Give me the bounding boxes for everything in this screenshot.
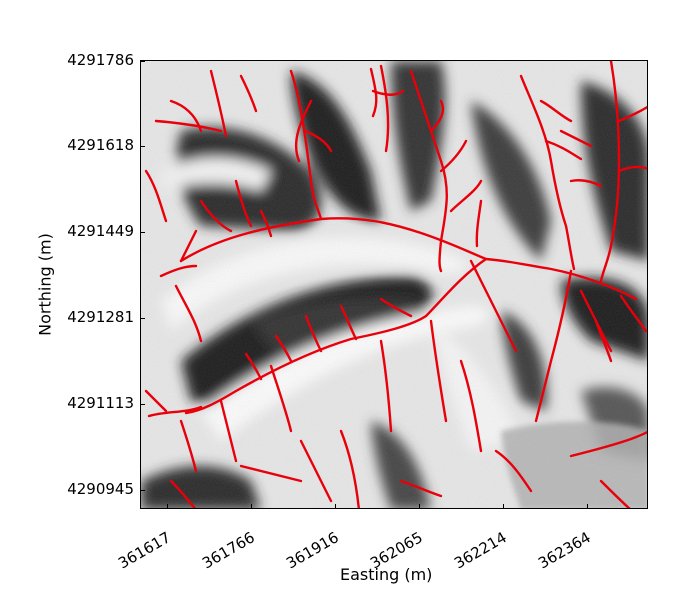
- hillshade-map: [141, 61, 647, 508]
- channel: [184, 257, 488, 415]
- channel: [534, 269, 573, 423]
- channel: [617, 165, 647, 173]
- channel: [169, 99, 203, 133]
- channel: [439, 139, 468, 173]
- channel: [174, 284, 203, 343]
- channel: [459, 359, 483, 453]
- y-tick-label: 4291281: [67, 308, 134, 326]
- y-axis-label: Northing (m): [35, 233, 55, 336]
- channel: [599, 61, 621, 283]
- channel: [304, 314, 323, 353]
- channel: [379, 339, 393, 433]
- channel: [144, 389, 168, 413]
- channel: [569, 179, 603, 188]
- channel: [147, 405, 203, 418]
- y-tick-label: 4291618: [67, 136, 134, 154]
- channel: [244, 352, 263, 381]
- channel: [469, 259, 518, 353]
- channel: [539, 99, 573, 123]
- channel: [619, 294, 647, 333]
- x-tick-label: 362214: [451, 528, 510, 573]
- channel: [179, 229, 198, 263]
- channel: [599, 479, 631, 508]
- drainage-network: [144, 61, 647, 508]
- channel: [475, 199, 483, 248]
- channel: [339, 429, 360, 508]
- channel: [519, 74, 576, 271]
- channel: [369, 67, 378, 118]
- channel: [179, 419, 198, 473]
- channel: [429, 319, 448, 423]
- channel: [379, 297, 413, 318]
- channel: [594, 319, 613, 363]
- channel: [144, 169, 168, 223]
- y-tick-label: 4291786: [67, 51, 134, 69]
- channel: [209, 69, 228, 138]
- channel: [569, 430, 647, 458]
- x-tick-label: 361916: [283, 528, 342, 573]
- channel: [239, 74, 258, 113]
- y-tick-label: 4290945: [67, 480, 134, 498]
- channel: [234, 179, 253, 228]
- x-tick-label: 362364: [535, 528, 594, 573]
- channel: [494, 449, 533, 493]
- y-tick-label: 4291449: [67, 222, 134, 240]
- channel: [219, 399, 238, 463]
- channel: [304, 129, 333, 153]
- x-axis-label: Easting (m): [340, 565, 433, 584]
- channel: [154, 119, 223, 133]
- channel: [299, 439, 333, 503]
- x-tick-label: 361617: [115, 528, 174, 573]
- channel: [559, 129, 593, 148]
- main-channel: [179, 217, 638, 301]
- channel: [339, 304, 358, 341]
- map-plot-area: [140, 60, 648, 509]
- channel: [274, 334, 293, 363]
- channel: [199, 199, 233, 233]
- channel: [259, 209, 273, 238]
- channel: [449, 179, 483, 213]
- channel: [239, 464, 303, 483]
- channel: [371, 89, 405, 96]
- channel: [399, 479, 443, 498]
- channel: [269, 364, 293, 433]
- channel: [379, 64, 390, 153]
- channel: [294, 99, 313, 163]
- channel: [169, 479, 196, 508]
- terrain-texture: [141, 61, 647, 508]
- channel: [617, 105, 647, 123]
- channel: [544, 139, 583, 161]
- x-tick-label: 361766: [199, 528, 258, 573]
- channel: [429, 99, 445, 133]
- y-tick-label: 4291113: [67, 394, 134, 412]
- channel: [159, 264, 198, 278]
- channel: [409, 69, 448, 273]
- channel: [289, 69, 323, 221]
